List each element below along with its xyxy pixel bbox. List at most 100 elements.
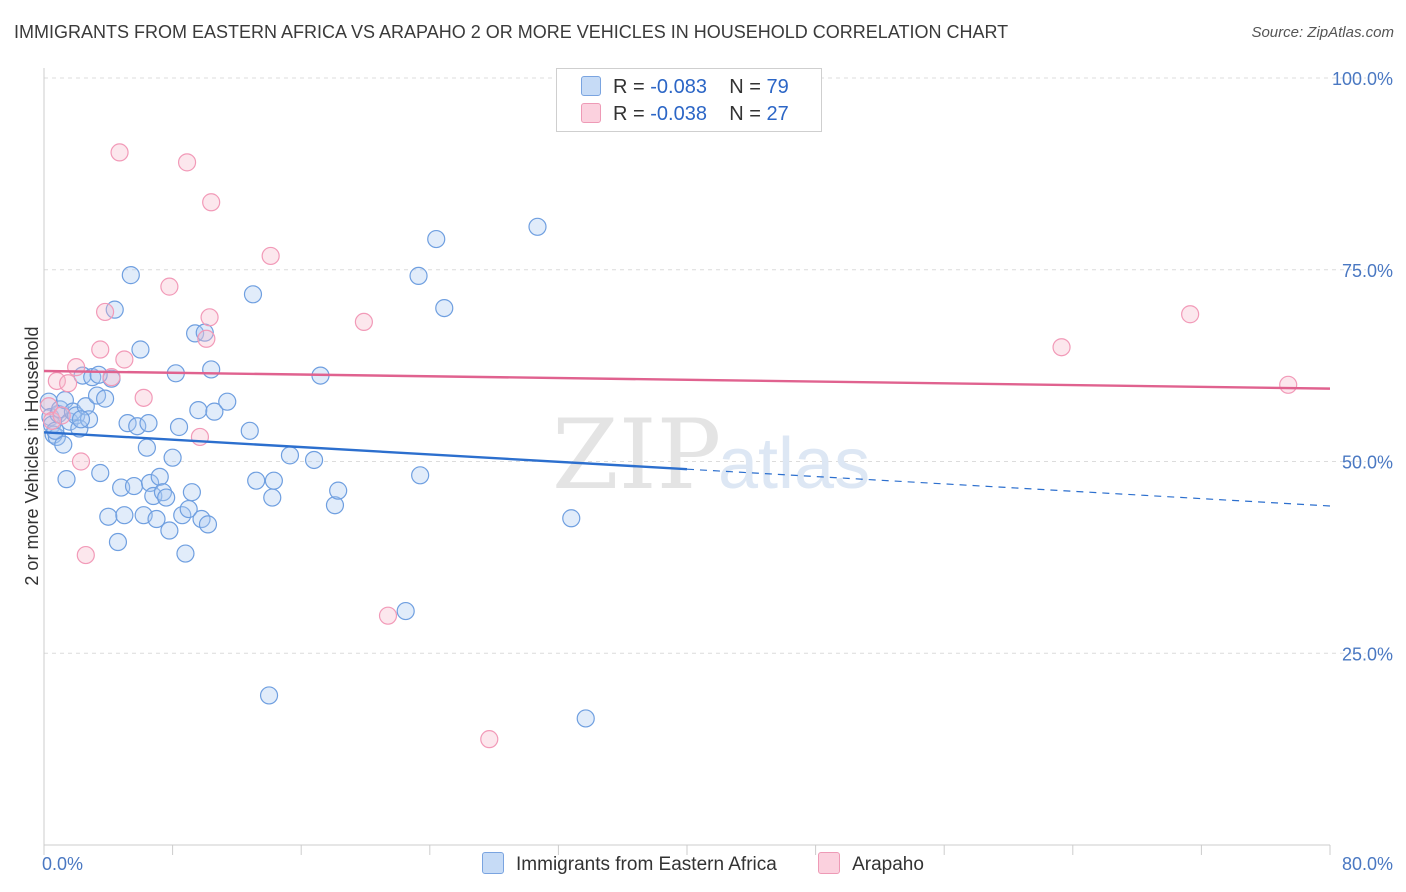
point-immigrants xyxy=(243,285,263,304)
point-arapaho xyxy=(59,374,78,393)
point-immigrants xyxy=(46,421,65,440)
point-arapaho xyxy=(177,153,197,172)
point-immigrants xyxy=(396,601,415,621)
point-immigrants xyxy=(108,532,128,552)
legend-swatch-arapaho xyxy=(581,103,601,123)
point-immigrants xyxy=(186,324,205,343)
trend-line-arapaho xyxy=(43,369,1331,390)
point-immigrants xyxy=(91,463,110,483)
point-immigrants xyxy=(95,389,115,408)
trend-line-immigrants xyxy=(43,431,688,471)
point-immigrants xyxy=(205,402,224,421)
watermark: ZIP atlas xyxy=(552,399,870,511)
legend-row-immigrants: R = -0.083 N = 79 xyxy=(581,76,789,102)
trend-line-immigrants-extension xyxy=(686,468,1331,507)
point-immigrants xyxy=(169,417,189,437)
point-arapaho xyxy=(91,340,110,359)
data-points xyxy=(39,143,1298,749)
legend-r-value: -0.038 xyxy=(650,103,707,125)
point-arapaho xyxy=(95,302,115,322)
point-arapaho xyxy=(202,193,221,212)
point-immigrants xyxy=(189,401,208,420)
point-arapaho xyxy=(52,406,71,425)
point-immigrants xyxy=(329,481,348,500)
point-immigrants xyxy=(325,496,345,515)
point-immigrants xyxy=(124,476,144,496)
y-tick-label: 25.0% xyxy=(1342,644,1393,664)
legend-row-arapaho: R = -0.038 N = 27 xyxy=(581,103,789,129)
point-arapaho xyxy=(378,606,398,625)
point-arapaho xyxy=(134,388,153,407)
point-immigrants xyxy=(562,509,581,528)
point-immigrants xyxy=(198,515,218,534)
x-tick-label: 0.0% xyxy=(42,854,83,874)
point-immigrants xyxy=(99,507,118,526)
point-immigrants xyxy=(139,414,158,433)
legend-n-value: 27 xyxy=(766,103,789,125)
series-label-immigrants: Immigrants from Eastern Africa xyxy=(516,854,777,875)
point-arapaho xyxy=(1052,338,1071,357)
point-arapaho xyxy=(71,452,91,471)
point-immigrants xyxy=(259,686,279,705)
point-immigrants xyxy=(247,471,266,490)
y-tick-label: 100.0% xyxy=(1332,69,1393,89)
series-swatch-arapaho xyxy=(818,852,841,874)
point-immigrants xyxy=(57,470,76,489)
point-arapaho xyxy=(110,143,129,162)
y-tick-label: 50.0% xyxy=(1342,453,1393,473)
y-axis-label: 2 or more Vehicles in Household xyxy=(22,326,42,585)
point-immigrants xyxy=(150,467,169,486)
point-immigrants xyxy=(280,446,300,465)
watermark-zip: ZIP xyxy=(552,399,721,511)
point-immigrants xyxy=(202,360,221,379)
point-immigrants xyxy=(304,450,324,470)
gridlines xyxy=(44,77,1366,654)
watermark-atlas: atlas xyxy=(718,424,870,504)
point-immigrants xyxy=(427,229,446,249)
x-tick-labels: 0.0% 80.0% xyxy=(42,854,1393,874)
point-arapaho xyxy=(480,730,499,749)
point-immigrants xyxy=(163,448,182,467)
x-tick-label: 80.0% xyxy=(1342,854,1393,874)
point-immigrants xyxy=(71,410,91,429)
point-arapaho xyxy=(1181,305,1200,324)
y-tick-labels: 25.0% 50.0% 75.0% 100.0% xyxy=(1332,69,1393,664)
series-legend-immigrants: Immigrants from Eastern Africa xyxy=(482,852,777,876)
point-immigrants xyxy=(70,419,89,438)
point-arapaho xyxy=(76,545,95,565)
legend-r-label: R = xyxy=(613,76,651,98)
point-immigrants xyxy=(176,544,195,563)
point-arapaho xyxy=(190,427,210,447)
source-label: Source: ZipAtlas.com xyxy=(1251,24,1394,41)
point-immigrants xyxy=(240,421,259,440)
point-immigrants xyxy=(411,466,430,485)
series-legend-arapaho: Arapaho xyxy=(818,852,924,876)
point-immigrants xyxy=(409,266,428,285)
legend-n-label: N = xyxy=(729,76,767,98)
point-arapaho xyxy=(197,329,216,348)
point-immigrants xyxy=(121,266,140,285)
point-arapaho xyxy=(67,358,86,377)
y-tick-label: 75.0% xyxy=(1342,261,1393,281)
point-immigrants xyxy=(182,483,201,502)
point-arapaho xyxy=(261,246,280,266)
point-immigrants xyxy=(528,217,547,236)
point-immigrants xyxy=(264,471,283,490)
point-arapaho xyxy=(200,308,219,327)
point-immigrants xyxy=(147,509,166,529)
point-immigrants xyxy=(157,488,176,507)
point-arapaho xyxy=(1279,375,1298,394)
trend-lines xyxy=(43,369,1331,507)
point-immigrants xyxy=(218,392,237,411)
legend-r-value: -0.083 xyxy=(650,76,707,98)
series-swatch-immigrants xyxy=(482,852,505,874)
point-immigrants xyxy=(153,483,173,502)
point-immigrants xyxy=(54,435,73,454)
point-arapaho xyxy=(115,350,134,369)
point-arapaho xyxy=(39,397,58,416)
point-arapaho xyxy=(160,277,179,296)
point-immigrants xyxy=(160,521,179,540)
stats-legend: R = -0.083 N = 79 R = -0.038 N = 27 xyxy=(556,68,822,132)
point-immigrants xyxy=(137,438,156,457)
chart-title: IMMIGRANTS FROM EASTERN AFRICA VS ARAPAH… xyxy=(14,22,1009,42)
